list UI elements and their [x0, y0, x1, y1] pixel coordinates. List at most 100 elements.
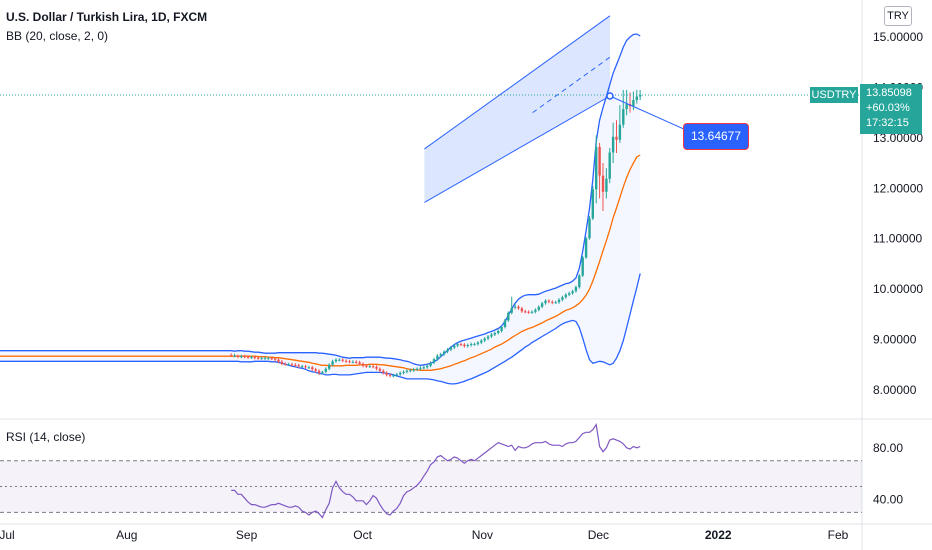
candle-body: [277, 359, 280, 362]
candle-body: [348, 361, 351, 363]
candle-body: [317, 370, 321, 373]
candle-body: [618, 124, 622, 140]
candle-body: [382, 370, 385, 373]
candle-body: [554, 302, 557, 304]
rsi-tick-label: 40.00: [873, 493, 903, 507]
candle-body: [517, 306, 520, 309]
price-tick-label: 10.00000: [873, 282, 923, 296]
candle-body: [358, 362, 361, 364]
candle-body: [304, 366, 307, 368]
candle-body: [540, 303, 544, 307]
candle-body: [574, 287, 578, 292]
price-callout-label[interactable]: 13.64677: [683, 123, 749, 150]
time-tick-label: Sep: [236, 528, 258, 542]
candle-body: [557, 299, 561, 303]
last-price-box: 13.85098 +60.03% 17:32:15: [860, 84, 922, 134]
candle-body: [483, 338, 486, 341]
candle-body: [246, 356, 250, 358]
candle-body: [392, 375, 395, 377]
candle-body: [301, 366, 304, 368]
callout-leader: [609, 95, 687, 131]
currency-badge[interactable]: TRY: [884, 6, 912, 26]
candle-body: [233, 355, 236, 357]
rsi-legend-label[interactable]: RSI (14, close): [6, 430, 86, 444]
candle-body: [459, 344, 463, 346]
candle-body: [615, 136, 618, 140]
candle-body: [439, 354, 442, 356]
candle-body: [544, 300, 547, 304]
candle-body: [388, 374, 392, 376]
candle-body: [311, 367, 314, 370]
price-tick-label: 9.00000: [873, 333, 917, 347]
rsi-tick-label: 80.00: [873, 441, 903, 455]
candle-body: [571, 291, 574, 294]
candle-body: [639, 95, 642, 97]
candle-body: [314, 369, 317, 371]
candle-body: [473, 344, 476, 346]
candle-body: [297, 365, 300, 367]
candle-body: [341, 359, 344, 361]
candle-body: [537, 306, 540, 310]
candle-body: [412, 369, 415, 371]
candle-body: [486, 336, 490, 339]
candle-body: [534, 309, 537, 312]
candle-body: [547, 300, 551, 302]
candle-body: [591, 189, 594, 219]
candle-body: [493, 333, 496, 335]
candle-body: [230, 355, 233, 357]
candle-body: [273, 358, 277, 360]
candle-body: [568, 293, 571, 295]
candle-body: [551, 301, 554, 303]
time-tick-label: 2022: [705, 528, 732, 542]
candle-body: [243, 356, 246, 358]
candle-body: [500, 327, 503, 331]
bb-legend-label[interactable]: BB (20, close, 2, 0): [6, 29, 109, 43]
candle-body: [253, 357, 256, 359]
candle-body: [368, 366, 371, 368]
bb-lower-line: [0, 273, 641, 385]
candle-body: [402, 371, 405, 373]
candle-body: [351, 361, 355, 363]
candle-body: [507, 312, 510, 321]
candle-body: [422, 367, 425, 369]
candle-body: [328, 364, 331, 369]
candle-body: [601, 175, 605, 192]
time-tick-label: Aug: [116, 528, 137, 542]
candle-body: [236, 355, 240, 357]
candle-body: [426, 365, 429, 368]
candle-body: [463, 344, 466, 347]
candle-body: [622, 109, 625, 125]
bar-countdown: 17:32:15: [866, 117, 909, 129]
time-tick-label: Dec: [588, 528, 609, 542]
last-price-value: 13.85098: [866, 87, 912, 99]
candle-body: [625, 104, 628, 110]
candle-body: [530, 311, 534, 313]
candle-body: [490, 334, 493, 337]
trend-channel-upper: [424, 15, 611, 150]
candle-body: [520, 308, 524, 312]
candle-body: [578, 275, 581, 288]
candle-body: [361, 363, 365, 366]
candle-body: [561, 297, 564, 300]
candle-body: [257, 357, 260, 359]
candle-body: [409, 370, 412, 372]
candle-body: [280, 361, 284, 364]
callout-anchor-dot: [606, 92, 614, 100]
candle-body: [470, 344, 473, 346]
candle-body: [334, 359, 338, 362]
candle-body: [480, 340, 483, 343]
candle-body: [324, 368, 327, 372]
candle-body: [375, 366, 378, 369]
candle-body: [267, 358, 270, 360]
candle-body: [290, 364, 294, 366]
candle-body: [307, 367, 311, 369]
candle-body: [270, 358, 273, 360]
candle-body: [503, 320, 507, 327]
candle-body: [415, 368, 419, 370]
candle-body: [355, 361, 358, 363]
symbol-title[interactable]: U.S. Dollar / Turkish Lira, 1D, FXCM: [6, 10, 208, 24]
trend-channel-lower: [424, 95, 611, 203]
candle-body: [432, 359, 436, 363]
trend-channel-fill: [424, 15, 610, 203]
